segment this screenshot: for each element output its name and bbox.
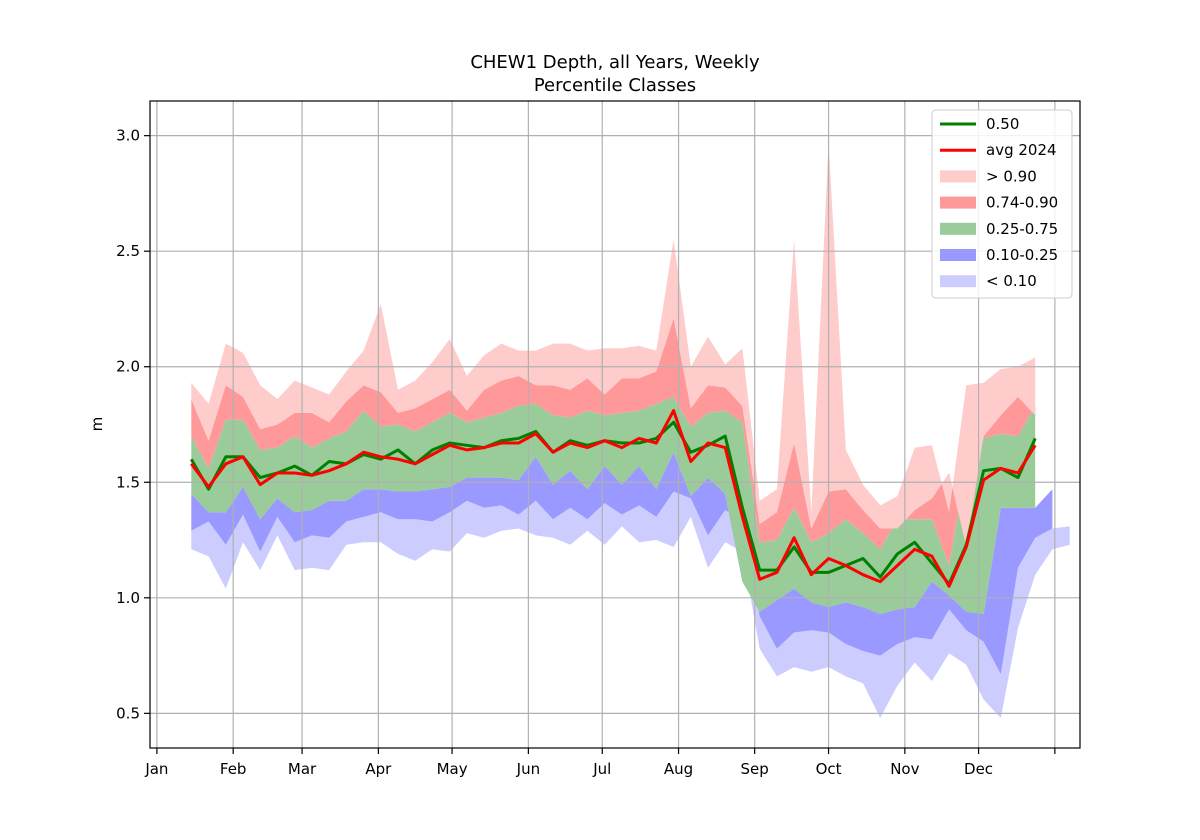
band-0-74-0-90	[191, 318, 1036, 566]
legend-swatch-patch	[940, 170, 976, 183]
x-tick-label: Oct	[816, 760, 842, 778]
grid-lines	[150, 101, 1080, 748]
band-0-25-0-75	[191, 396, 1036, 614]
percentile-bands	[191, 142, 1070, 718]
legend-label: 0.10-0.25	[986, 246, 1058, 264]
y-tick-label: 1.0	[116, 589, 140, 607]
y-tick-label: 1.5	[116, 473, 140, 491]
legend-label: 0.50	[986, 115, 1019, 133]
legend-swatch-patch	[940, 196, 976, 209]
x-tick-label: Jul	[592, 760, 611, 778]
x-tick-label: Nov	[890, 760, 919, 778]
legend-label: < 0.10	[986, 272, 1037, 290]
y-tick-label: 2.0	[116, 358, 140, 376]
chart-subtitle: Percentile Classes	[534, 75, 696, 96]
x-axis-ticks: Jan Feb Mar Apr May Jun Jul Aug Sep Oct Nov Dec	[144, 748, 1056, 778]
x-tick-label: May	[437, 760, 468, 778]
series-lines	[190, 409, 1037, 588]
y-tick-label: 0.5	[116, 704, 140, 722]
legend-label: 0.25-0.75	[986, 220, 1058, 238]
x-tick-label: Sep	[741, 760, 769, 778]
chart-title: CHEW1 Depth, all Years, Weekly	[470, 52, 760, 73]
y-axis-ticks: 0.5 1.0 1.5 2.0 2.5 3.0	[116, 127, 150, 722]
legend-label: > 0.90	[986, 167, 1037, 185]
y-tick-label: 2.5	[116, 242, 140, 260]
x-tick-label: Feb	[220, 760, 247, 778]
x-tick-label: Jun	[516, 760, 540, 778]
x-tick-label: Apr	[365, 760, 392, 778]
y-axis-label: m	[88, 417, 106, 432]
line-0-50	[190, 420, 1037, 586]
legend: 0.50 avg 2024 > 0.90 0.74-0.90 0.25-0.75 0.10…	[931, 109, 1073, 299]
band-0-10	[191, 491, 1070, 718]
x-tick-label: Jan	[144, 760, 168, 778]
legend-label: 0.74-0.90	[986, 194, 1058, 212]
line-avg-2024	[190, 409, 1037, 588]
x-tick-label: Mar	[288, 760, 317, 778]
x-tick-label: Aug	[664, 760, 693, 778]
legend-swatch-patch	[940, 249, 976, 261]
band-0-90	[191, 142, 1036, 547]
band-0-10-0-25	[191, 452, 1053, 675]
legend-swatch-patch	[940, 275, 976, 288]
x-tick-label: Dec	[964, 760, 993, 778]
legend-label: avg 2024	[986, 141, 1057, 159]
y-tick-label: 3.0	[116, 127, 140, 145]
plot-frame	[149, 100, 1081, 749]
legend-swatch-patch	[940, 222, 976, 235]
